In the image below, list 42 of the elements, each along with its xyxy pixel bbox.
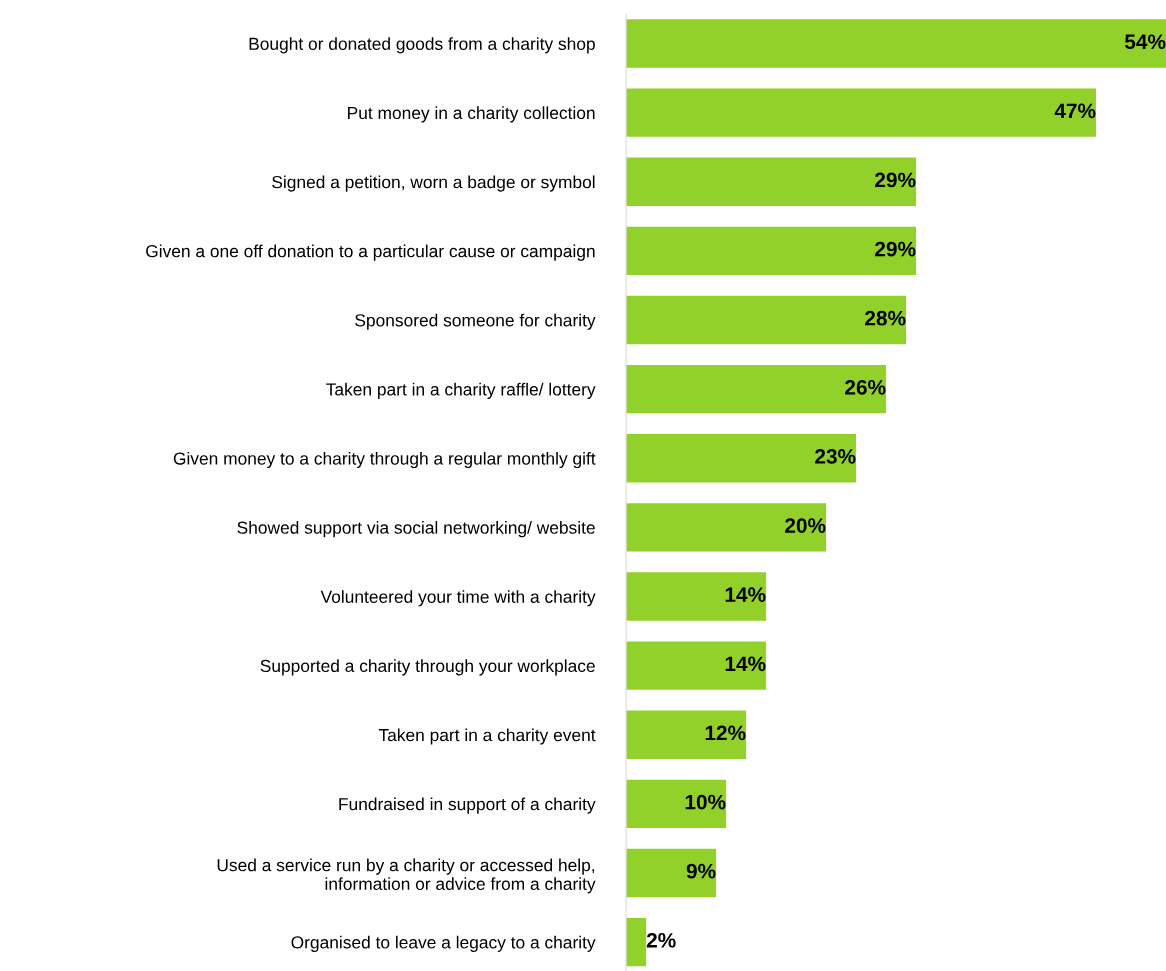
bar bbox=[626, 434, 857, 483]
y-tick-label: Showed support via social networking/ website bbox=[237, 521, 595, 538]
y-tick-label: Used a service run by a charity or accessed help, information or advice from a charity bbox=[217, 858, 596, 894]
bar bbox=[626, 157, 917, 206]
y-tick-label: Supported a charity through your workplace bbox=[260, 659, 595, 676]
y-tick-label: Fundraised in support of a charity bbox=[339, 797, 596, 814]
bar bbox=[626, 19, 1166, 68]
data-label: 29% bbox=[875, 172, 916, 188]
data-label: 9% bbox=[686, 863, 716, 879]
bar bbox=[626, 917, 647, 967]
data-label: 14% bbox=[725, 587, 766, 603]
bar bbox=[626, 641, 767, 690]
bar bbox=[626, 226, 917, 276]
y-tick-label: Given money to a charity through a regular monthly gift bbox=[173, 451, 596, 469]
data-label: 12% bbox=[705, 725, 746, 741]
data-label: 26% bbox=[845, 379, 886, 395]
bar bbox=[626, 364, 887, 414]
bar bbox=[626, 710, 747, 759]
y-tick-label: Taken part in a charity raffle/ lottery bbox=[326, 382, 596, 399]
y-tick-label: Bought or donated goods from a charity shop bbox=[249, 37, 595, 54]
bar bbox=[626, 779, 727, 829]
data-label: 28% bbox=[865, 310, 906, 326]
y-tick-label: Taken part in a charity event bbox=[378, 728, 596, 745]
data-label: 47% bbox=[1054, 103, 1096, 119]
data-label: 20% bbox=[785, 518, 826, 533]
bar bbox=[626, 572, 767, 621]
bar bbox=[626, 295, 907, 345]
y-tick-label: Organised to leave a legacy to a charity bbox=[291, 935, 596, 952]
y-tick-label: Given a one off donation to a particular cause or campaign bbox=[146, 244, 595, 261]
y-tick-label: Signed a petition, worn a badge or symbol bbox=[272, 175, 595, 192]
y-tick-label: Volunteered your time with a charity bbox=[320, 590, 596, 607]
data-label: 10% bbox=[685, 794, 726, 810]
data-label: 14% bbox=[725, 656, 766, 672]
data-label: 23% bbox=[815, 449, 856, 464]
y-tick-label: Sponsored someone for charity bbox=[355, 313, 596, 330]
bar bbox=[626, 503, 827, 552]
data-label: 29% bbox=[875, 241, 916, 257]
bar bbox=[626, 88, 1097, 137]
data-label: 2% bbox=[646, 932, 676, 948]
bar bbox=[626, 848, 717, 898]
y-tick-label: Put money in a charity collection bbox=[348, 106, 595, 123]
data-label: 54% bbox=[1124, 34, 1166, 50]
